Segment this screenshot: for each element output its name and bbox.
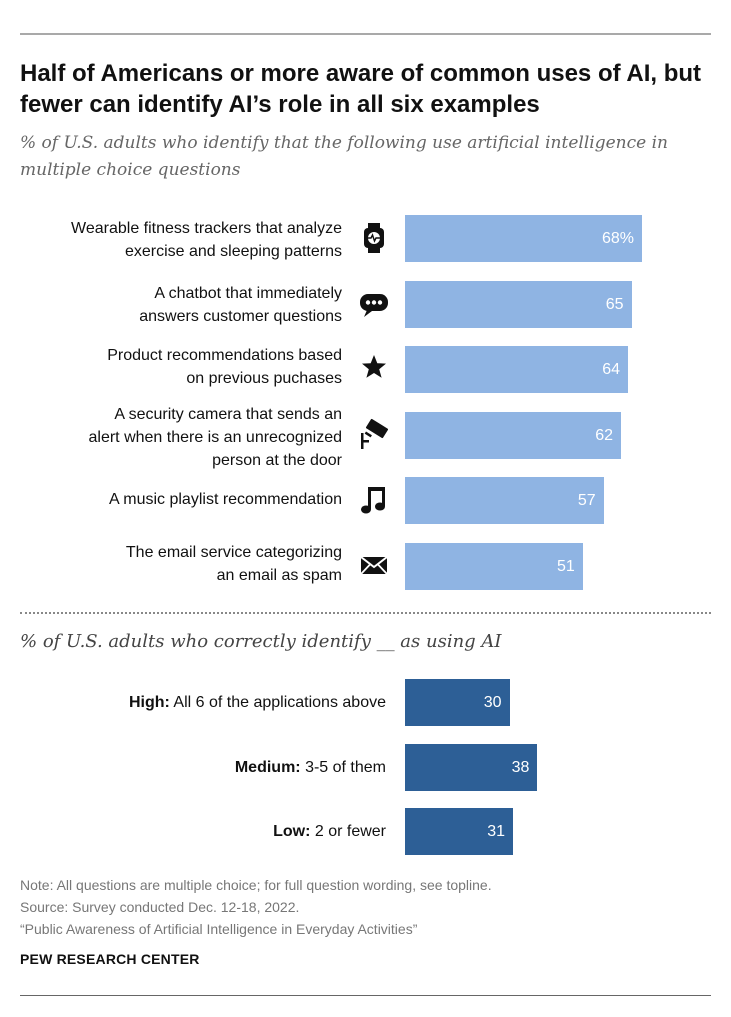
bar-value-label: 68% [601, 230, 634, 247]
label-line: The email service categorizing [125, 544, 342, 561]
chart-title: Half of Americans or more aware of commo… [20, 60, 702, 118]
label-line: exercise and sleeping patterns [124, 243, 342, 260]
bar-value-label: 62 [595, 427, 614, 444]
category-label-music-playlist: A music playlist recommendation [20, 488, 342, 511]
label-line: answers customer questions [139, 308, 342, 325]
bar-fitness-trackers: 68% [405, 215, 642, 262]
top-rule [20, 33, 711, 35]
report-title: “Public Awareness of Artificial Intellig… [20, 921, 418, 937]
bar-value-label: 57 [577, 492, 596, 509]
bar-high: 30 [405, 679, 510, 726]
category-label-low: Low: 2 or fewer [20, 820, 386, 843]
bar-chatbot: 65 [405, 281, 632, 328]
star-icon [362, 355, 386, 378]
chatbot-icon [360, 294, 388, 317]
note-text: Note: All questions are multiple choice;… [20, 877, 492, 893]
bar-music-playlist: 57 [405, 477, 604, 524]
label-line: A music playlist recommendation [109, 491, 342, 508]
bar-value-label: 30 [483, 694, 502, 711]
section-divider [20, 612, 711, 614]
category-label-email-spam: The email service categorizing an email … [20, 541, 342, 587]
label-line: A security camera that sends an [114, 406, 342, 423]
bar-value-label: 51 [556, 558, 575, 575]
label-line: person at the door [212, 452, 342, 469]
category-label-chatbot: A chatbot that immediately answers custo… [20, 282, 342, 328]
label-text: All 6 of the applications above [169, 694, 386, 711]
security-camera-icon [361, 418, 389, 449]
bar-value-label: 38 [511, 759, 530, 776]
bar-low: 31 [405, 808, 514, 855]
label-text: 3-5 of them [300, 759, 386, 776]
chart-subtitle-2: % of U.S. adults who correctly identify … [20, 631, 502, 652]
source-text: Source: Survey conducted Dec. 12-18, 202… [20, 899, 300, 915]
bar-value-label: 31 [487, 823, 506, 840]
label-line: alert when there is an unrecognized [88, 429, 343, 446]
bar-product-recommendations: 64 [405, 346, 629, 393]
smartwatch-icon [364, 223, 384, 253]
label-bold: Low: [273, 823, 311, 840]
bar-value-label: 64 [602, 361, 621, 378]
label-line: Product recommendations based [107, 347, 342, 364]
category-label-fitness-trackers: Wearable fitness trackers that analyze e… [20, 217, 342, 263]
bar-security-camera: 62 [405, 412, 622, 459]
label-text: 2 or fewer [310, 823, 386, 840]
label-bold: Medium: [234, 759, 301, 776]
bar-email-spam: 51 [405, 543, 583, 590]
category-label-medium: Medium: 3-5 of them [20, 756, 386, 779]
brand-logo-text: PEW RESEARCH CENTER [20, 951, 200, 967]
category-label-security-camera: A security camera that sends an alert wh… [20, 403, 343, 472]
envelope-icon [360, 556, 388, 575]
music-note-icon [361, 487, 385, 514]
label-line: A chatbot that immediately [154, 285, 342, 302]
bar-medium: 38 [405, 744, 538, 791]
bottom-rule [20, 995, 711, 996]
bar-value-label: 65 [605, 296, 624, 313]
label-line: on previous puchases [186, 370, 342, 387]
chart-subtitle: % of U.S. adults who identify that the f… [20, 133, 668, 180]
category-label-product-recommendations: Product recommendations based on previou… [20, 344, 342, 390]
label-line: Wearable fitness trackers that analyze [71, 220, 342, 237]
label-bold: High: [128, 694, 170, 711]
category-label-high: High: All 6 of the applications above [20, 691, 386, 714]
label-line: an email as spam [216, 567, 342, 584]
